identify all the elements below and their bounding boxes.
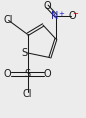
Text: O: O [4,69,12,79]
Text: +: + [58,11,64,17]
Text: O: O [44,69,51,79]
Text: Cl: Cl [3,15,13,25]
Text: O: O [43,1,51,11]
Text: S: S [24,69,31,79]
Text: −: − [72,11,78,17]
Text: O: O [68,11,76,21]
Text: Cl: Cl [23,89,32,99]
Text: N: N [51,11,59,21]
Text: S: S [21,48,27,58]
